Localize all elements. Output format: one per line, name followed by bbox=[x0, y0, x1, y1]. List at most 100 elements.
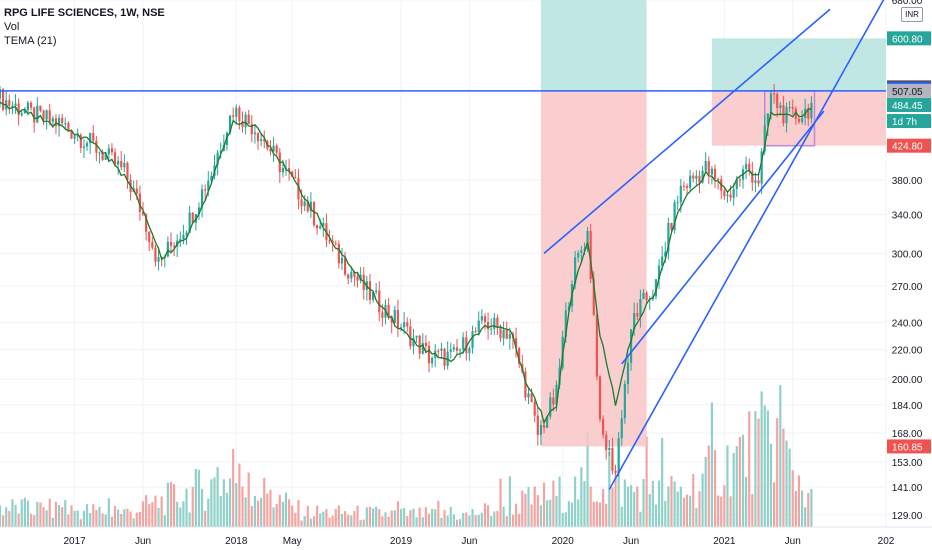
x-tick-label: Jun bbox=[785, 536, 801, 547]
candle-body bbox=[334, 243, 337, 245]
volume-bar bbox=[244, 497, 247, 527]
volume-bar bbox=[70, 505, 73, 527]
volume-bar bbox=[33, 515, 36, 527]
volume-bar bbox=[462, 513, 465, 527]
volume-bar bbox=[427, 513, 431, 527]
candle-body bbox=[726, 194, 729, 197]
volume-bar bbox=[527, 487, 530, 527]
candle-body bbox=[95, 140, 98, 153]
candle-body bbox=[595, 314, 598, 377]
drawings[interactable] bbox=[0, 0, 886, 490]
volume-bar bbox=[648, 494, 651, 527]
candle-body bbox=[406, 322, 409, 327]
volume-bar bbox=[788, 448, 791, 527]
candle-body bbox=[443, 348, 446, 366]
volume-bar bbox=[564, 512, 567, 527]
volume-bar bbox=[390, 510, 393, 527]
candle-body bbox=[123, 162, 126, 168]
candle-body bbox=[679, 185, 682, 203]
candle-body bbox=[39, 105, 42, 111]
long-target-zone bbox=[711, 38, 886, 91]
volume-bar bbox=[406, 516, 409, 527]
candle-body bbox=[580, 250, 583, 253]
volume-bar bbox=[288, 499, 291, 527]
volume-bar bbox=[132, 518, 135, 527]
candle-body bbox=[260, 139, 263, 142]
chart-legend: RPG LIFE SCIENCES, 1W, NSE Vol TEMA (21) bbox=[4, 6, 165, 48]
price-label-bg bbox=[887, 83, 931, 98]
candle-body bbox=[807, 108, 810, 119]
volume-bar bbox=[188, 512, 191, 527]
candle-body bbox=[676, 202, 679, 204]
time-axis[interactable]: 2017 Jun 2018 May 2019 Jun 2020 Jun 2021 Jun 202 bbox=[0, 526, 932, 547]
candle-body bbox=[101, 152, 104, 160]
candle-body bbox=[533, 402, 536, 416]
volume-bar bbox=[337, 505, 340, 527]
volume-bar bbox=[23, 497, 26, 527]
price-label: 600.80 bbox=[892, 34, 923, 45]
volume-bar bbox=[61, 507, 64, 527]
volume-bar bbox=[723, 485, 726, 527]
volume-bar bbox=[42, 507, 45, 527]
volume-bar bbox=[141, 501, 145, 527]
candle-body bbox=[465, 337, 468, 354]
candle-body bbox=[250, 123, 253, 135]
volume-bar bbox=[378, 509, 381, 527]
price-label-bg bbox=[887, 439, 931, 454]
candle-body bbox=[61, 117, 64, 124]
candle-body bbox=[514, 338, 518, 349]
volume-legend[interactable]: Vol bbox=[4, 21, 20, 33]
candle-body bbox=[378, 290, 381, 313]
volume-bar bbox=[294, 512, 297, 527]
tema-legend[interactable]: TEMA (21) bbox=[4, 35, 57, 47]
trendline bbox=[608, 0, 885, 490]
y-tick-label: 220.00 bbox=[892, 345, 923, 356]
volume-bar bbox=[284, 492, 288, 527]
candle-body bbox=[623, 383, 626, 419]
candle-body bbox=[288, 168, 291, 172]
volume-bar bbox=[399, 509, 403, 527]
symbol-title[interactable]: RPG LIFE SCIENCES, 1W, NSE bbox=[4, 7, 165, 19]
volume-bar bbox=[253, 495, 257, 527]
candle-body bbox=[555, 384, 558, 405]
volume-bar bbox=[449, 506, 452, 527]
volume-bar bbox=[409, 510, 412, 527]
candle-body bbox=[698, 175, 701, 183]
candle-body bbox=[493, 317, 496, 329]
candle-body bbox=[145, 214, 148, 232]
x-tick-label: Jun bbox=[135, 536, 151, 547]
volume-bar bbox=[804, 507, 807, 527]
volume-bar bbox=[104, 514, 107, 527]
volume-bar bbox=[343, 511, 347, 527]
volume-bar bbox=[514, 503, 518, 527]
volume-bar bbox=[250, 505, 253, 527]
currency-badge[interactable]: INR bbox=[901, 7, 923, 22]
candle-body bbox=[577, 252, 580, 258]
volume-bar bbox=[228, 478, 232, 527]
candle-body bbox=[359, 274, 362, 281]
volume-bar bbox=[567, 501, 570, 527]
candle-body bbox=[70, 130, 73, 139]
volume-bar bbox=[51, 517, 54, 527]
volume-bar bbox=[440, 517, 443, 527]
x-tick-label: 2018 bbox=[225, 536, 248, 547]
volume-bar bbox=[89, 513, 92, 527]
candle-body bbox=[303, 201, 306, 207]
volume-bar bbox=[623, 479, 626, 527]
price-axis[interactable]: 680.00 380.00 340.00 300.00 270.00 240.00 220.… bbox=[892, 0, 923, 522]
candle-body bbox=[424, 342, 427, 347]
candle-body bbox=[235, 107, 238, 117]
volume-bar bbox=[751, 493, 754, 527]
candle-body bbox=[306, 201, 309, 212]
candle-body bbox=[586, 231, 589, 250]
candle-body bbox=[26, 102, 30, 111]
candle-body bbox=[452, 347, 455, 350]
candle-body bbox=[197, 207, 201, 215]
candle-body bbox=[281, 168, 284, 173]
volume-bar bbox=[446, 515, 449, 527]
volume-bar bbox=[2, 515, 5, 527]
volume-bar bbox=[639, 511, 642, 527]
volume-bar bbox=[82, 510, 86, 527]
candle-body bbox=[117, 160, 120, 165]
